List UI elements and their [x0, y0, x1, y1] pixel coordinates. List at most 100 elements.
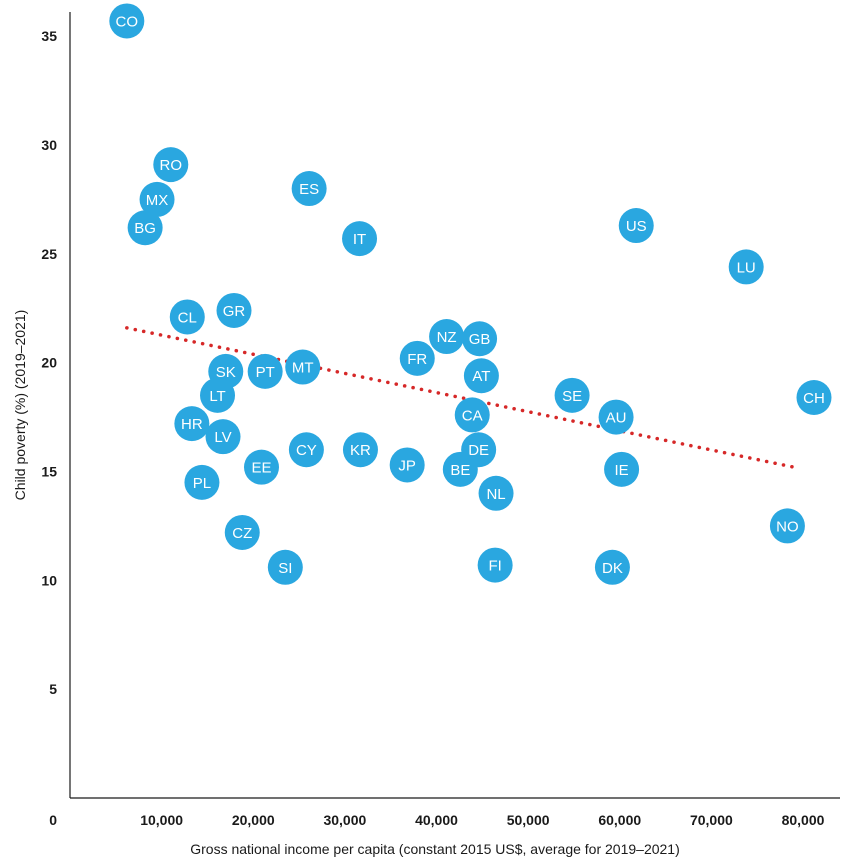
point-label: CH [803, 390, 825, 407]
point-marker [478, 475, 514, 511]
point-marker [267, 549, 303, 585]
point-marker [184, 464, 220, 500]
data-point-ca: CA [454, 397, 490, 433]
data-point-mx: MX [139, 181, 175, 217]
point-label: CA [462, 407, 483, 424]
point-label: CO [116, 13, 139, 30]
data-point-dk: DK [594, 549, 630, 585]
trendline [125, 326, 796, 469]
x-tick-label: 0 [49, 812, 57, 828]
point-marker [477, 547, 513, 583]
point-label: PT [256, 364, 275, 381]
point-label: HR [181, 416, 203, 433]
x-tick-label: 30,000 [323, 812, 366, 828]
point-marker [728, 249, 764, 285]
point-label: JP [398, 457, 416, 474]
point-label: CZ [232, 525, 252, 542]
data-point-pl: PL [184, 464, 220, 500]
point-marker [205, 419, 241, 455]
point-label: US [626, 218, 647, 235]
data-point-ee: EE [243, 449, 279, 485]
point-label: LT [209, 388, 225, 405]
data-point-cy: CY [288, 432, 324, 468]
point-marker [247, 353, 283, 389]
data-point-fr: FR [399, 340, 435, 376]
point-marker [169, 299, 205, 335]
data-point-lv: LV [205, 419, 241, 455]
point-label: IE [614, 462, 628, 479]
data-point-at: AT [463, 358, 499, 394]
x-tick-label: 40,000 [415, 812, 458, 828]
data-points: CO RO MX BG ES IT US LU CL GR NZ GB FR SK PT MT AT LT SE CH… [109, 3, 832, 585]
point-marker [109, 3, 145, 39]
x-tick-label: 10,000 [140, 812, 183, 828]
y-tick-label: 5 [49, 681, 57, 697]
point-label: NL [486, 486, 505, 503]
point-label: MT [292, 360, 314, 377]
point-marker [342, 432, 378, 468]
point-marker [598, 399, 634, 435]
point-label: LV [214, 429, 231, 446]
data-point-no: NO [769, 508, 805, 544]
point-label: BE [450, 462, 470, 479]
axes [69, 12, 840, 799]
data-point-fi: FI [477, 547, 513, 583]
x-tick-label: 20,000 [232, 812, 275, 828]
y-tick-label: 15 [41, 464, 57, 480]
x-axis-title: Gross national income per capita (consta… [190, 841, 680, 857]
point-marker [291, 171, 327, 207]
point-marker [288, 432, 324, 468]
point-marker [796, 380, 832, 416]
point-marker [243, 449, 279, 485]
data-point-us: US [618, 208, 654, 244]
point-marker [153, 147, 189, 183]
point-label: GB [469, 331, 491, 348]
point-label: DE [468, 442, 489, 459]
data-point-pt: PT [247, 353, 283, 389]
point-marker [769, 508, 805, 544]
data-point-lt: LT [200, 377, 236, 413]
point-label: SE [562, 388, 582, 405]
point-marker [389, 447, 425, 483]
y-tick-labels: 5 10 15 20 25 30 35 [41, 28, 57, 697]
point-label: AU [606, 410, 627, 427]
point-marker [442, 451, 478, 487]
point-label: MX [146, 192, 169, 209]
data-point-gr: GR [216, 292, 252, 328]
data-point-hr: HR [174, 406, 210, 442]
point-label: EE [251, 460, 271, 477]
data-point-au: AU [598, 399, 634, 435]
y-tick-label: 10 [41, 572, 57, 588]
point-label: GR [223, 303, 246, 320]
point-label: NZ [437, 329, 457, 346]
x-tick-label: 80,000 [782, 812, 825, 828]
point-marker [127, 210, 163, 246]
point-marker [139, 181, 175, 217]
data-point-lu: LU [728, 249, 764, 285]
point-label: CY [296, 442, 317, 459]
data-point-jp: JP [389, 447, 425, 483]
y-tick-label: 25 [41, 246, 57, 262]
point-marker [554, 377, 590, 413]
point-label: KR [350, 442, 371, 459]
point-label: NO [776, 518, 799, 535]
point-marker [224, 514, 260, 550]
point-label: FR [407, 351, 427, 368]
trendline-group [125, 326, 796, 469]
point-label: SK [216, 364, 236, 381]
point-marker [462, 321, 498, 357]
data-point-be: BE [442, 451, 478, 487]
point-label: BG [134, 220, 156, 237]
point-marker [454, 397, 490, 433]
point-label: DK [602, 560, 623, 577]
point-label: LU [737, 259, 756, 276]
point-marker [594, 549, 630, 585]
point-marker [463, 358, 499, 394]
data-point-gb: GB [462, 321, 498, 357]
point-marker [618, 208, 654, 244]
point-label: SI [278, 560, 292, 577]
point-label: RO [160, 157, 183, 174]
data-point-kr: KR [342, 432, 378, 468]
y-axis-title: Child poverty (%) (2019–2021) [12, 310, 28, 501]
